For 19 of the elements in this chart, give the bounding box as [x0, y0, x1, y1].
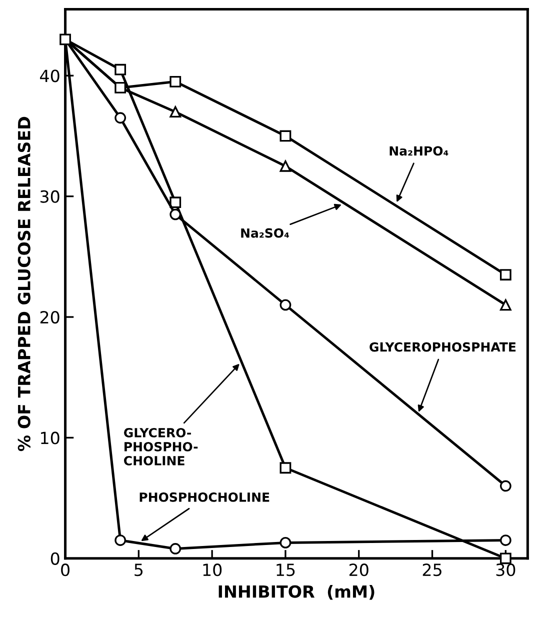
x-tick-label: 30 — [496, 564, 516, 576]
x-tick-label: 25 — [422, 564, 442, 576]
y-tick-label: 30 — [40, 190, 60, 203]
x-tick-label: 15 — [276, 564, 295, 576]
x-tick-label: 20 — [349, 564, 368, 576]
annotation: Na₂SO₄ — [241, 228, 289, 238]
y-tick-label: 0 — [50, 552, 60, 565]
y-axis-title: % OF TRAPPED GLUCOSE RELEASED — [18, 116, 30, 452]
x-tick-label: 10 — [203, 564, 222, 576]
x-tick-label: 0 — [61, 564, 70, 576]
annotation: GLYCERO- PHOSPHO- CHOLINE — [124, 428, 198, 466]
y-tick-label: 40 — [40, 70, 60, 82]
y-tick-label: 10 — [41, 432, 60, 444]
annotation: Na₂HPO₄ — [390, 146, 448, 156]
x-tick-label: 5 — [134, 564, 143, 576]
annotation: PHOSPHOCHOLINE — [140, 492, 270, 502]
x-axis-title: INHIBITOR (mM) — [218, 584, 374, 600]
y-tick-label: 20 — [40, 310, 60, 324]
annotation: GLYCEROPHOSPHATE — [370, 342, 516, 352]
